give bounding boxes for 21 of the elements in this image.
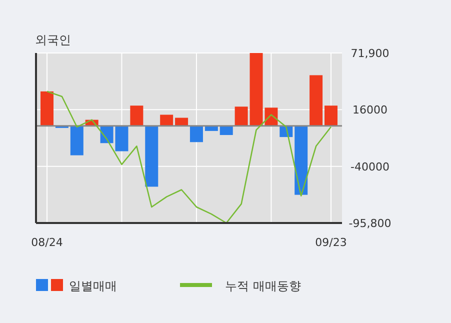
bar <box>310 75 323 126</box>
bar <box>220 126 233 136</box>
bar <box>130 106 144 126</box>
chart-title: 외국인 <box>35 33 71 47</box>
bar <box>145 126 158 187</box>
bar <box>40 91 54 126</box>
bar <box>324 106 338 126</box>
bar <box>160 114 174 126</box>
y-tick-label: 71,900 <box>350 47 390 60</box>
x-tick-label: 08/24 <box>31 236 63 249</box>
bar <box>70 126 84 156</box>
line-series <box>46 90 332 224</box>
x-tick-label: 09/23 <box>315 236 347 249</box>
legend-label: 일별매매 <box>69 279 117 293</box>
y-tick-label: -40000 <box>350 160 390 174</box>
bar <box>190 126 203 142</box>
legend-label: 누적 매매동향 <box>225 279 301 293</box>
bar <box>234 106 248 126</box>
y-tick-label: 16000 <box>352 104 388 117</box>
y-tick-label: -95,800 <box>348 217 392 230</box>
bar <box>294 126 308 195</box>
